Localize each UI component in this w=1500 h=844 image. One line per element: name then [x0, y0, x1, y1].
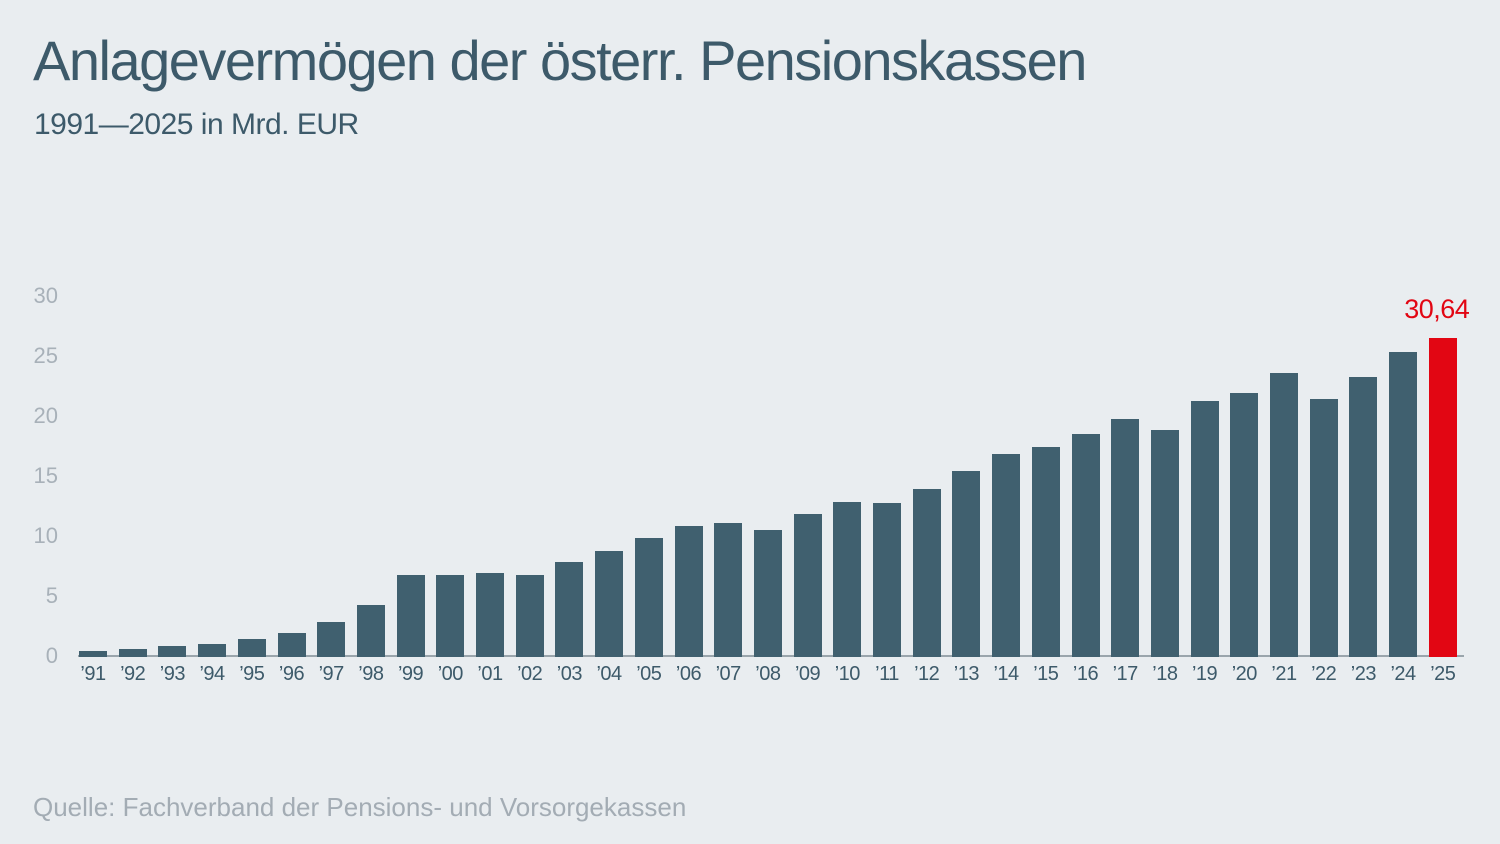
x-axis-label-10: ’10 [834, 663, 861, 685]
x-axis-label-04: ’04 [596, 663, 622, 685]
x-axis-label-21: ’21 [1271, 663, 1297, 685]
bar-05 [634, 538, 663, 657]
bar-16 [1071, 434, 1100, 657]
highlight-value-label: 30,64 [1404, 294, 1470, 324]
bar-24 [1389, 352, 1418, 657]
x-axis-label-08: ’08 [755, 663, 781, 685]
bar-07 [714, 523, 743, 657]
x-axis-label-18: ’18 [1152, 663, 1178, 685]
bar-09 [793, 514, 822, 657]
bar-93 [158, 646, 187, 657]
x-axis-label-12: ’12 [914, 663, 940, 685]
bar-20 [1230, 393, 1259, 657]
bar-00 [436, 575, 465, 657]
bar-08 [753, 530, 782, 657]
bar-91 [79, 651, 107, 657]
x-axis-label-23: ’23 [1350, 663, 1377, 685]
x-axis-label-14: ’14 [993, 663, 1019, 685]
page-subtitle: 1991—2025 in Mrd. EUR [34, 108, 359, 141]
x-axis-label-00: ’00 [437, 663, 464, 685]
x-axis-label-98: ’98 [358, 663, 384, 685]
x-axis-label-06: ’06 [675, 663, 702, 685]
x-axis-label-20: ’20 [1231, 663, 1258, 685]
x-axis-label-11: ’11 [875, 663, 899, 685]
x-axis-label-15: ’15 [1033, 663, 1059, 685]
bar-13 [952, 471, 981, 657]
bar-22 [1309, 399, 1338, 657]
x-axis-label-13: ’13 [953, 663, 980, 685]
bar-15 [1031, 447, 1060, 657]
bar-96 [277, 633, 306, 657]
x-axis-label-92: ’92 [120, 663, 146, 685]
bar-94 [198, 644, 227, 657]
x-axis-label-94: ’94 [199, 663, 225, 685]
x-axis-label-02: ’02 [517, 663, 543, 685]
bar-99 [396, 575, 425, 657]
y-axis-label-30: 30 [33, 283, 58, 308]
bar-01 [476, 573, 504, 657]
x-axis-label-95: ’95 [239, 663, 265, 685]
bar-21 [1270, 373, 1298, 657]
bar-03 [555, 562, 584, 657]
bar-11 [873, 503, 901, 657]
x-axis-label-01: ’01 [477, 663, 503, 685]
bar-25 [1428, 338, 1457, 657]
x-axis-label-03: ’03 [556, 663, 583, 685]
bar-12 [912, 489, 941, 657]
x-axis-label-96: ’96 [278, 663, 305, 685]
y-axis-label-15: 15 [33, 463, 58, 488]
x-axis-label-17: ’17 [1112, 663, 1139, 685]
x-axis-label-24: ’24 [1390, 663, 1416, 685]
page-title: Anlagevermögen der österr. Pensionskasse… [33, 29, 1087, 92]
bar-02 [515, 575, 544, 657]
x-axis-label-07: ’07 [715, 663, 742, 685]
bar-19 [1190, 401, 1219, 657]
y-axis-label-0: 0 [45, 643, 58, 668]
x-axis-label-25: ’25 [1430, 663, 1456, 685]
x-axis-label-05: ’05 [636, 663, 662, 685]
bar-10 [833, 502, 862, 657]
x-axis-label-93: ’93 [159, 663, 186, 685]
x-axis-label-16: ’16 [1072, 663, 1099, 685]
bar-97 [317, 622, 346, 657]
bar-17 [1111, 419, 1140, 657]
x-axis-label-91: ’91 [80, 663, 106, 685]
bar-23 [1349, 377, 1378, 657]
bar-04 [595, 551, 624, 657]
bar-18 [1150, 430, 1179, 657]
y-axis-label-25: 25 [33, 343, 58, 368]
x-axis-label-99: ’99 [397, 663, 424, 685]
bar-92 [118, 649, 147, 657]
y-axis-label-20: 20 [33, 403, 58, 428]
x-axis-label-09: ’09 [794, 663, 821, 685]
x-axis-label-19: ’19 [1191, 663, 1218, 685]
y-axis-label-10: 10 [33, 523, 58, 548]
y-axis-label-5: 5 [45, 583, 58, 608]
x-axis-label-97: ’97 [318, 663, 345, 685]
bar-06 [674, 526, 703, 657]
bar-14 [992, 454, 1021, 657]
source-note: Quelle: Fachverband der Pensions- und Vo… [33, 792, 687, 822]
bar-95 [237, 639, 266, 657]
x-axis-label-22: ’22 [1311, 663, 1337, 685]
bar-98 [356, 605, 385, 657]
